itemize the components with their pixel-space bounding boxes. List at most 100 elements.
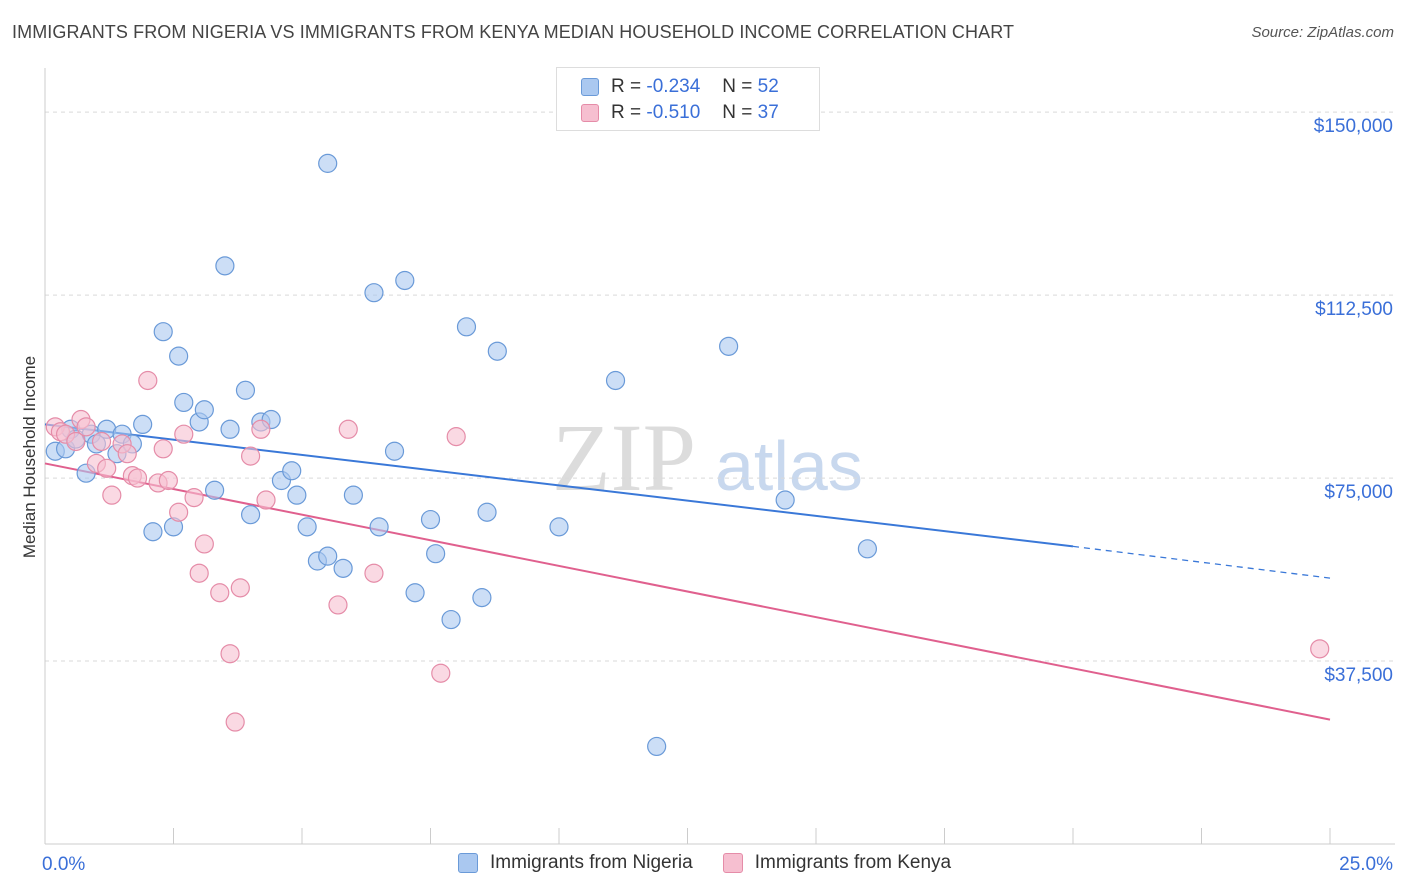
nigeria-point <box>282 461 302 481</box>
kenya-point <box>364 563 384 583</box>
kenya-point <box>102 485 122 505</box>
y-tick-label: $75,000 <box>1324 482 1393 503</box>
kenya-point <box>256 490 276 510</box>
kenya-point <box>446 427 466 447</box>
y-tick-label: $150,000 <box>1314 116 1393 137</box>
watermark-zip: ZIP <box>552 404 696 511</box>
nigeria-point <box>205 480 225 500</box>
kenya-point <box>127 468 148 488</box>
nigeria-point <box>143 522 163 542</box>
nigeria-point <box>343 485 363 505</box>
kenya-point <box>328 595 348 615</box>
nigeria-point <box>287 485 307 505</box>
nigeria-point <box>133 414 153 435</box>
kenya-point <box>184 487 204 508</box>
kenya-point <box>220 644 240 664</box>
data-points <box>45 153 1330 757</box>
nigeria-point <box>220 419 240 439</box>
nigeria-legend-swatch <box>458 853 478 873</box>
legend-row-kenya: R = -0.510 N = 37 <box>581 102 779 124</box>
nigeria-point <box>174 392 194 413</box>
nigeria-trend-line <box>44 423 1074 548</box>
nigeria-point <box>456 317 477 337</box>
x-tick-label: 25.0% <box>1339 854 1393 875</box>
nigeria-point <box>318 546 338 566</box>
x-tick-label: 0.0% <box>42 854 85 875</box>
nigeria-point <box>719 336 739 356</box>
legend-n-label: N = <box>722 76 753 97</box>
nigeria-point <box>395 270 415 291</box>
nigeria-point <box>647 736 667 757</box>
kenya-point <box>251 419 271 439</box>
kenya-point <box>1310 639 1330 659</box>
nigeria-point <box>235 380 256 400</box>
nigeria-point <box>775 490 795 510</box>
kenya-legend-swatch <box>722 853 743 873</box>
kenya-point <box>431 663 451 683</box>
nigeria-point <box>215 256 235 276</box>
kenya-point <box>230 578 250 598</box>
nigeria-point <box>194 400 214 420</box>
kenya-point <box>174 424 194 444</box>
legend-n-label: N = <box>722 102 753 123</box>
legend-n-value: 37 <box>757 102 779 123</box>
correlation-legend: R = -0.234 N = 52 R = -0.510 N = 37 <box>556 67 820 131</box>
nigeria-point <box>318 153 338 173</box>
nigeria-point <box>472 588 492 608</box>
series-legend: Immigrants from Nigeria Immigrants from … <box>458 852 981 874</box>
legend-r-label: R = <box>611 76 642 97</box>
axes <box>44 68 1395 845</box>
legend-label-nigeria: Immigrants from Nigeria <box>490 852 693 873</box>
nigeria-swatch <box>581 78 599 96</box>
y-tick-labels: $37,500 $75,000 $112,500 $150,000 <box>1314 116 1393 686</box>
y-tick-label: $37,500 <box>1324 665 1393 686</box>
legend-item-nigeria: Immigrants from Nigeria <box>458 852 693 874</box>
nigeria-point <box>153 322 173 342</box>
kenya-point <box>153 439 173 459</box>
kenya-point <box>189 563 209 583</box>
kenya-point <box>91 431 112 452</box>
kenya-point <box>138 370 158 391</box>
nigeria-point <box>405 583 425 603</box>
nigeria-point <box>364 283 384 303</box>
kenya-point <box>158 470 178 491</box>
nigeria-point <box>549 517 569 537</box>
nigeria-point <box>384 441 405 461</box>
kenya-point <box>241 446 261 466</box>
kenya-swatch <box>581 104 599 122</box>
legend-r-value: -0.234 <box>646 76 701 97</box>
nigeria-point <box>426 544 446 564</box>
kenya-point <box>210 583 230 603</box>
legend-label-kenya: Immigrants from Kenya <box>754 852 952 873</box>
legend-row-nigeria: R = -0.234 N = 52 <box>581 76 779 98</box>
kenya-point <box>169 502 189 522</box>
nigeria-point <box>369 517 389 537</box>
legend-n-value: 52 <box>757 76 779 97</box>
nigeria-point <box>441 609 461 630</box>
kenya-point <box>117 444 137 464</box>
nigeria-point <box>333 558 353 578</box>
kenya-point <box>76 417 96 437</box>
nigeria-point <box>420 509 441 530</box>
nigeria-point <box>241 505 261 525</box>
kenya-point <box>338 419 358 439</box>
kenya-point <box>194 534 214 554</box>
nigeria-point <box>169 346 189 366</box>
nigeria-point <box>487 341 507 361</box>
kenya-point <box>97 458 117 478</box>
nigeria-point <box>297 517 317 537</box>
y-tick-label: $112,500 <box>1315 299 1393 320</box>
chart-source: Source: ZipAtlas.com <box>1251 24 1394 41</box>
legend-r-label: R = <box>611 102 642 123</box>
x-tick-labels: 0.0% 25.0% <box>42 854 1393 875</box>
legend-item-kenya: Immigrants from Kenya <box>722 852 952 874</box>
kenya-point <box>225 712 245 732</box>
nigeria-point <box>857 539 878 559</box>
legend-r-value: -0.510 <box>646 102 701 123</box>
nigeria-point <box>605 370 626 391</box>
chart-title: IMMIGRANTS FROM NIGERIA VS IMMIGRANTS FR… <box>12 22 1015 42</box>
nigeria-point <box>477 502 497 522</box>
y-axis-label: Median Household Income <box>20 356 39 558</box>
kenya-point <box>66 431 86 452</box>
